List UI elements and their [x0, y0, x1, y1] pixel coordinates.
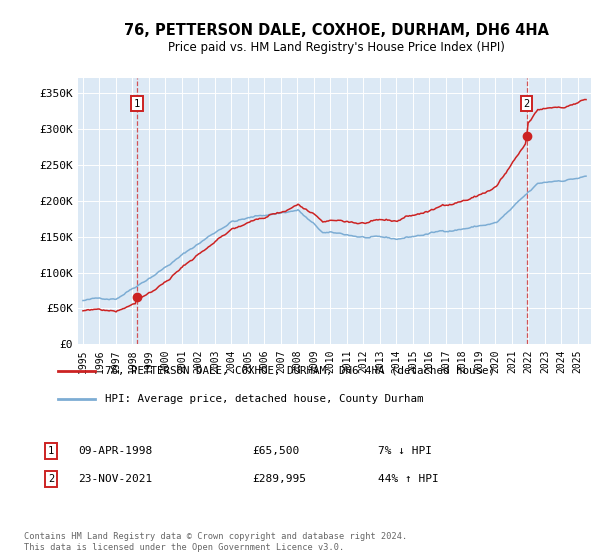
Text: 44% ↑ HPI: 44% ↑ HPI	[378, 474, 439, 484]
Text: 2: 2	[524, 99, 530, 109]
Text: 09-APR-1998: 09-APR-1998	[78, 446, 152, 456]
Text: 76, PETTERSON DALE, COXHOE, DURHAM, DH6 4HA (detached house): 76, PETTERSON DALE, COXHOE, DURHAM, DH6 …	[106, 366, 496, 376]
Text: 76, PETTERSON DALE, COXHOE, DURHAM, DH6 4HA: 76, PETTERSON DALE, COXHOE, DURHAM, DH6 …	[124, 24, 548, 38]
Text: £65,500: £65,500	[252, 446, 299, 456]
Text: Contains HM Land Registry data © Crown copyright and database right 2024.
This d: Contains HM Land Registry data © Crown c…	[24, 532, 407, 552]
Text: 23-NOV-2021: 23-NOV-2021	[78, 474, 152, 484]
Text: 1: 1	[134, 99, 140, 109]
Text: £289,995: £289,995	[252, 474, 306, 484]
Text: 1: 1	[48, 446, 54, 456]
Text: 7% ↓ HPI: 7% ↓ HPI	[378, 446, 432, 456]
Text: HPI: Average price, detached house, County Durham: HPI: Average price, detached house, Coun…	[106, 394, 424, 404]
Text: Price paid vs. HM Land Registry's House Price Index (HPI): Price paid vs. HM Land Registry's House …	[167, 40, 505, 54]
Text: 2: 2	[48, 474, 54, 484]
